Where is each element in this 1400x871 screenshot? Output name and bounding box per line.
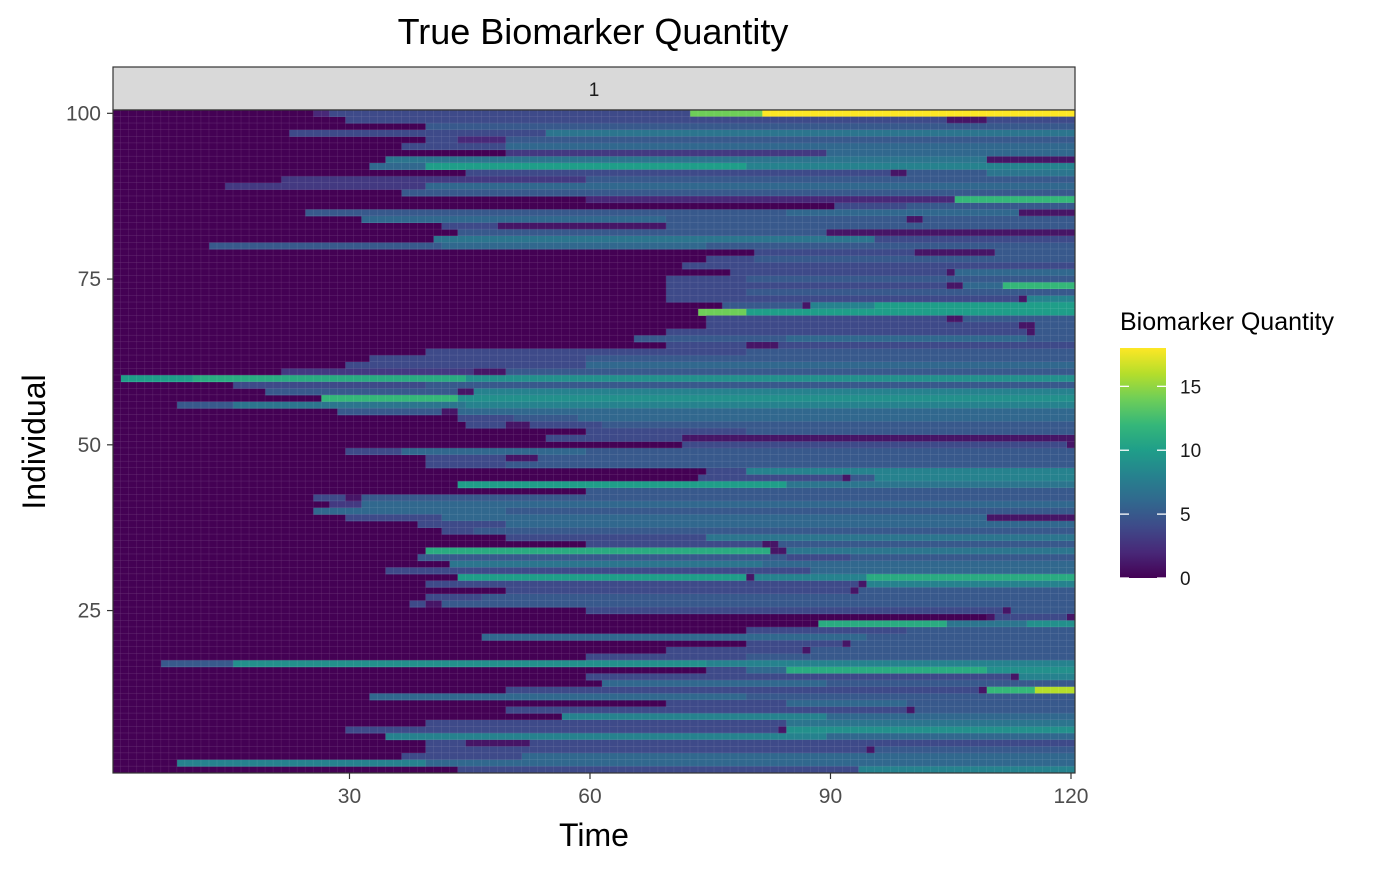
facet-strip-label: 1 [589,80,600,101]
chart-title: True Biomarker Quantity [398,11,789,52]
colorbar-tick-label: 10 [1180,441,1201,462]
colorbar-tick-label: 15 [1180,377,1201,398]
x-tick-label: 30 [338,785,361,808]
cell-grid-overlay [113,110,1075,773]
colorbar-legend: Biomarker Quantity 0 5 10 15 [1120,308,1334,590]
facet-strip [112,66,1076,111]
y-tick-label: 25 [78,600,101,623]
colorbar-ticks: 0 5 10 15 [1120,377,1201,590]
colorbar-tick-label: 0 [1180,569,1191,590]
y-tick-label: 100 [66,102,101,125]
y-tick-label: 75 [78,268,101,291]
y-axis-title: Individual [16,374,52,509]
y-tick-label: 50 [78,434,101,457]
legend-title: Biomarker Quantity [1120,308,1334,336]
x-tick-label: 90 [819,785,842,808]
x-axis: 30 60 90 120 [338,773,1089,808]
x-axis-title: Time [559,817,629,853]
x-tick-label: 60 [578,785,601,808]
y-axis: 25 50 75 100 [66,102,113,623]
x-tick-label: 120 [1053,785,1088,808]
colorbar [1120,348,1166,578]
panel-border [112,109,1076,774]
colorbar-tick-label: 5 [1180,505,1191,526]
